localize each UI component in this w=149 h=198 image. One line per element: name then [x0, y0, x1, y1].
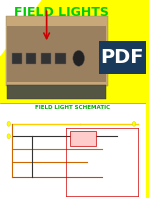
Bar: [70, 130, 96, 146]
Bar: [6, 16, 108, 87]
Circle shape: [132, 122, 136, 126]
Bar: [99, 41, 146, 74]
Circle shape: [7, 122, 10, 126]
Text: PDF: PDF: [101, 48, 144, 67]
Bar: [0, 103, 146, 198]
Circle shape: [7, 134, 10, 139]
Bar: [7, 86, 106, 99]
Bar: [26, 53, 37, 64]
Bar: [7, 26, 106, 82]
Bar: [55, 53, 66, 64]
Bar: [41, 53, 51, 64]
Bar: [12, 53, 22, 64]
Circle shape: [73, 50, 84, 66]
Text: FIELD LIGHT SCHEMATIC: FIELD LIGHT SCHEMATIC: [35, 105, 110, 110]
Bar: [0, 0, 146, 103]
Polygon shape: [0, 0, 41, 55]
Text: FIELD LIGHTS: FIELD LIGHTS: [14, 6, 109, 19]
